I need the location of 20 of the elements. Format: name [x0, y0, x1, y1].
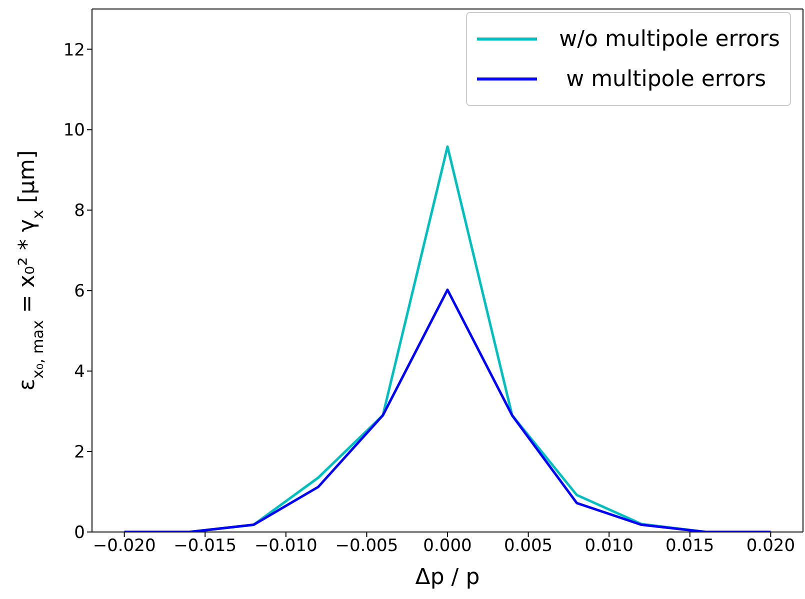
y-tick-label: 12: [63, 40, 85, 60]
y-tick-label: 4: [74, 362, 85, 382]
line-series: [123, 288, 772, 532]
x-tick-label: −0.020: [92, 536, 156, 556]
y-tick-label: 2: [74, 442, 85, 463]
y-tick-label: 6: [74, 282, 85, 302]
y-tick-label: 8: [74, 201, 85, 222]
x-tick-label: 0.020: [746, 536, 796, 556]
x-tick-label: 0.010: [584, 536, 634, 556]
x-tick-label: 0.005: [504, 536, 553, 556]
legend-label: w/o multipole errors: [559, 26, 780, 52]
x-tick-label: −0.010: [254, 536, 318, 556]
x-tick-label: −0.015: [174, 536, 237, 556]
x-tick-label: −0.005: [335, 536, 398, 556]
x-axis-title: Δp / p: [415, 565, 480, 590]
y-tick-label: 0: [74, 523, 85, 544]
x-tick-label: 0.000: [423, 536, 472, 556]
y-tick-label: 10: [63, 120, 85, 141]
x-tick-label: 0.015: [666, 536, 714, 556]
legend-label: w multipole errors: [565, 66, 766, 92]
